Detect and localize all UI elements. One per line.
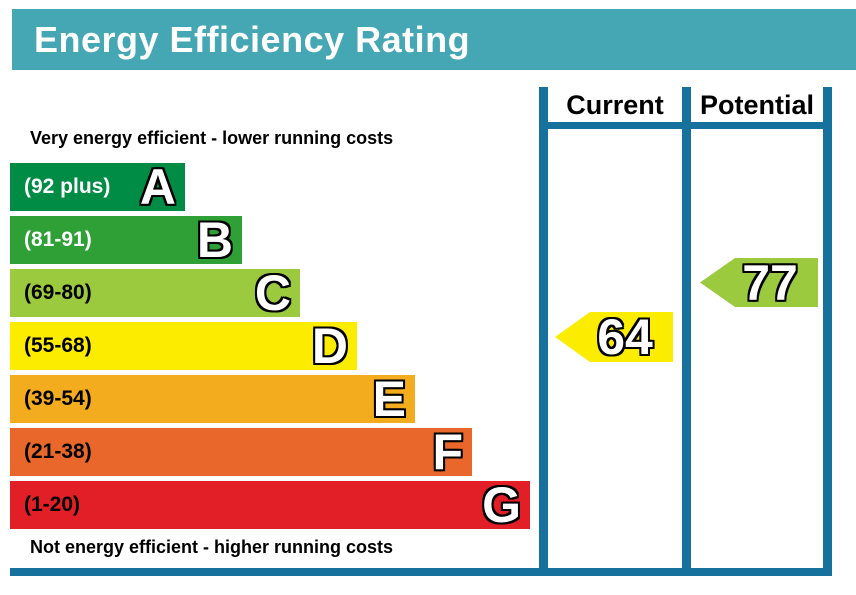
band-g-range: (1-20) — [24, 493, 81, 516]
caption-very-efficient: Very energy efficient - lower running co… — [30, 128, 394, 148]
title-bar: Energy Efficiency Rating — [12, 9, 856, 70]
band-d-range: (55-68) — [24, 334, 92, 357]
band-g: (1-20) G — [10, 477, 530, 533]
table-border-middle — [682, 87, 691, 576]
potential-column-header: Potential — [699, 89, 814, 120]
band-e-letter: E — [372, 371, 406, 427]
band-a-letter: A — [139, 159, 176, 215]
band-c-range: (69-80) — [24, 281, 92, 304]
band-e: (39-54) E — [10, 371, 415, 427]
caption-not-efficient: Not energy efficient - higher running co… — [30, 537, 394, 557]
band-f-letter: F — [432, 424, 463, 480]
current-column-header: Current — [566, 89, 664, 120]
band-a-range: (92 plus) — [24, 175, 111, 198]
table-border-bottom — [10, 568, 832, 576]
band-b-letter: B — [196, 212, 233, 268]
band-d: (55-68) D — [10, 318, 357, 374]
potential-rating-arrow: 77 — [700, 258, 818, 307]
page-title: Energy Efficiency Rating — [34, 18, 471, 60]
table-header-divider — [539, 122, 832, 129]
table-border-left — [539, 87, 548, 576]
band-f-range: (21-38) — [24, 440, 92, 463]
band-f: (21-38) F — [10, 424, 472, 480]
potential-rating-value: 77 — [742, 254, 798, 311]
current-rating-arrow: 64 — [555, 312, 673, 362]
band-g-letter: G — [482, 477, 521, 533]
band-b: (81-91) B — [10, 212, 242, 268]
current-rating-value: 64 — [597, 309, 653, 365]
band-e-range: (39-54) — [24, 387, 92, 410]
band-a: (92 plus) A — [10, 159, 185, 215]
band-c-letter: C — [254, 265, 291, 321]
band-d-letter: D — [311, 318, 348, 374]
band-c: (69-80) C — [10, 265, 300, 321]
table-border-right — [823, 87, 832, 576]
band-b-range: (81-91) — [24, 228, 92, 251]
